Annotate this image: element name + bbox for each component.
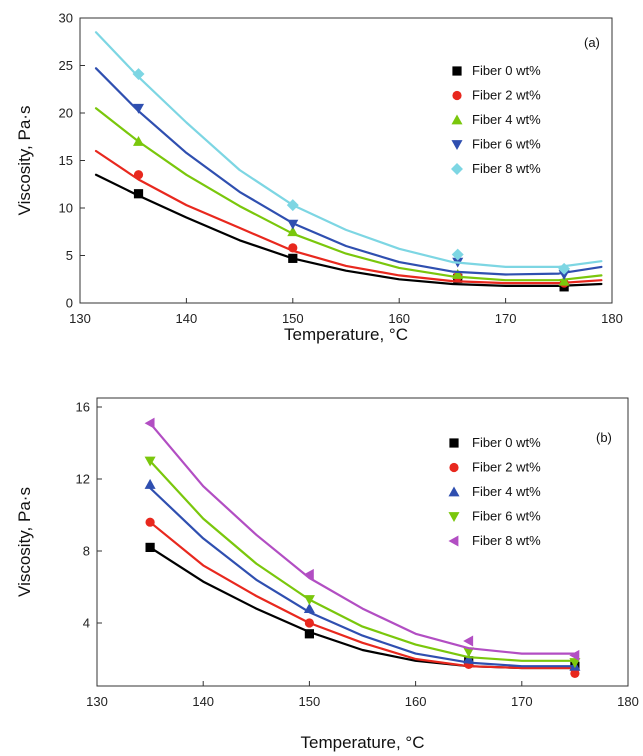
data-point — [133, 170, 144, 180]
legend-label: Fiber 8 wt% — [472, 533, 541, 548]
data-point — [463, 653, 475, 664]
panel-label: (a) — [584, 35, 600, 50]
data-point — [133, 103, 145, 114]
data-point — [303, 595, 315, 606]
y-axis-label: Viscosity, Pa·s — [15, 106, 34, 216]
data-point — [144, 456, 156, 467]
data-point — [144, 417, 155, 429]
data-point — [286, 199, 299, 212]
data-point — [303, 568, 314, 580]
legend-marker — [449, 438, 459, 448]
x-tick-label: 170 — [495, 311, 517, 326]
series-line — [149, 459, 577, 662]
x-tick-label: 140 — [192, 694, 214, 709]
plot-frame — [96, 397, 629, 687]
y-tick-label: 12 — [76, 472, 90, 487]
panel-label: (b) — [596, 430, 612, 445]
data-point — [569, 658, 581, 669]
data-point — [558, 270, 570, 281]
series-line — [94, 31, 603, 268]
legend-marker — [451, 140, 463, 151]
legend-marker — [451, 163, 463, 175]
panel-a: 130 140 150 160 170 180 0 5 10 15 20 25 30 Temperatur… — [15, 11, 623, 345]
series-line — [94, 67, 603, 276]
x-tick-label: 140 — [176, 311, 198, 326]
y-tick-label: 16 — [76, 400, 90, 415]
y-tick-label: 5 — [66, 248, 73, 263]
legend-label: Fiber 0 wt% — [472, 63, 541, 78]
series-line — [149, 521, 577, 670]
legend-label: Fiber 2 wt% — [472, 460, 541, 475]
legend-label: Fiber 6 wt% — [472, 137, 541, 152]
data-point — [145, 542, 155, 552]
legend-label: Fiber 8 wt% — [472, 161, 541, 176]
x-tick-label: 160 — [388, 311, 410, 326]
y-axis-label: Viscosity, Pa·s — [15, 487, 34, 597]
data-point — [570, 668, 580, 679]
data-point — [287, 226, 299, 237]
x-axis-label: Temperature, °C — [284, 325, 408, 344]
data-point — [133, 189, 144, 199]
legend-label: Fiber 2 wt% — [472, 88, 541, 103]
x-tick-label: 180 — [617, 694, 639, 709]
legend-marker — [448, 486, 460, 497]
data-point — [463, 647, 475, 658]
x-tick-label: 160 — [405, 694, 427, 709]
data-point — [303, 603, 315, 614]
panel-b: 130 140 150 160 170 180 4 8 12 16 Temperature, °C V… — [15, 397, 639, 752]
y-tick-label: 4 — [83, 616, 90, 631]
legend-label: Fiber 4 wt% — [472, 112, 541, 127]
legend-marker — [452, 66, 462, 76]
series-line — [94, 173, 603, 287]
y-tick-label: 20 — [59, 106, 73, 121]
data-point — [288, 243, 298, 253]
y-tick-label: 25 — [59, 58, 73, 73]
x-tick-label: 180 — [601, 311, 623, 326]
legend-label: Fiber 0 wt% — [472, 435, 541, 450]
series-line — [94, 149, 603, 285]
y-tick-label: 0 — [66, 296, 73, 311]
data-point — [145, 517, 155, 527]
data-point — [463, 635, 474, 647]
legend-label: Fiber 6 wt% — [472, 509, 541, 524]
legend-marker — [448, 512, 460, 523]
x-axis-label: Temperature, °C — [301, 733, 425, 752]
y-tick-label: 15 — [59, 153, 73, 168]
data-point — [558, 262, 571, 275]
legend-marker — [449, 462, 459, 473]
data-point — [304, 629, 314, 639]
series-line — [149, 422, 577, 655]
legend-marker — [448, 535, 459, 547]
legend-label: Fiber 4 wt% — [472, 484, 541, 499]
data-point — [451, 248, 464, 261]
x-tick-label: 170 — [511, 694, 533, 709]
y-tick-label: 8 — [83, 544, 90, 559]
data-point — [452, 268, 464, 279]
y-tick-label: 10 — [59, 201, 73, 216]
series-line — [94, 107, 603, 282]
data-point — [133, 135, 145, 146]
data-point — [558, 275, 570, 286]
y-tick-label: 30 — [59, 11, 73, 26]
data-point — [569, 649, 580, 661]
data-point — [287, 219, 299, 230]
x-tick-label: 130 — [86, 694, 108, 709]
x-tick-label: 150 — [299, 694, 321, 709]
legend-marker — [451, 114, 463, 125]
data-point — [288, 253, 298, 263]
x-tick-label: 130 — [69, 311, 91, 326]
data-point — [304, 618, 314, 628]
x-tick-label: 150 — [282, 311, 304, 326]
legend-marker — [452, 90, 462, 101]
data-point — [132, 68, 145, 81]
data-point — [144, 478, 156, 489]
series-line — [149, 486, 577, 668]
